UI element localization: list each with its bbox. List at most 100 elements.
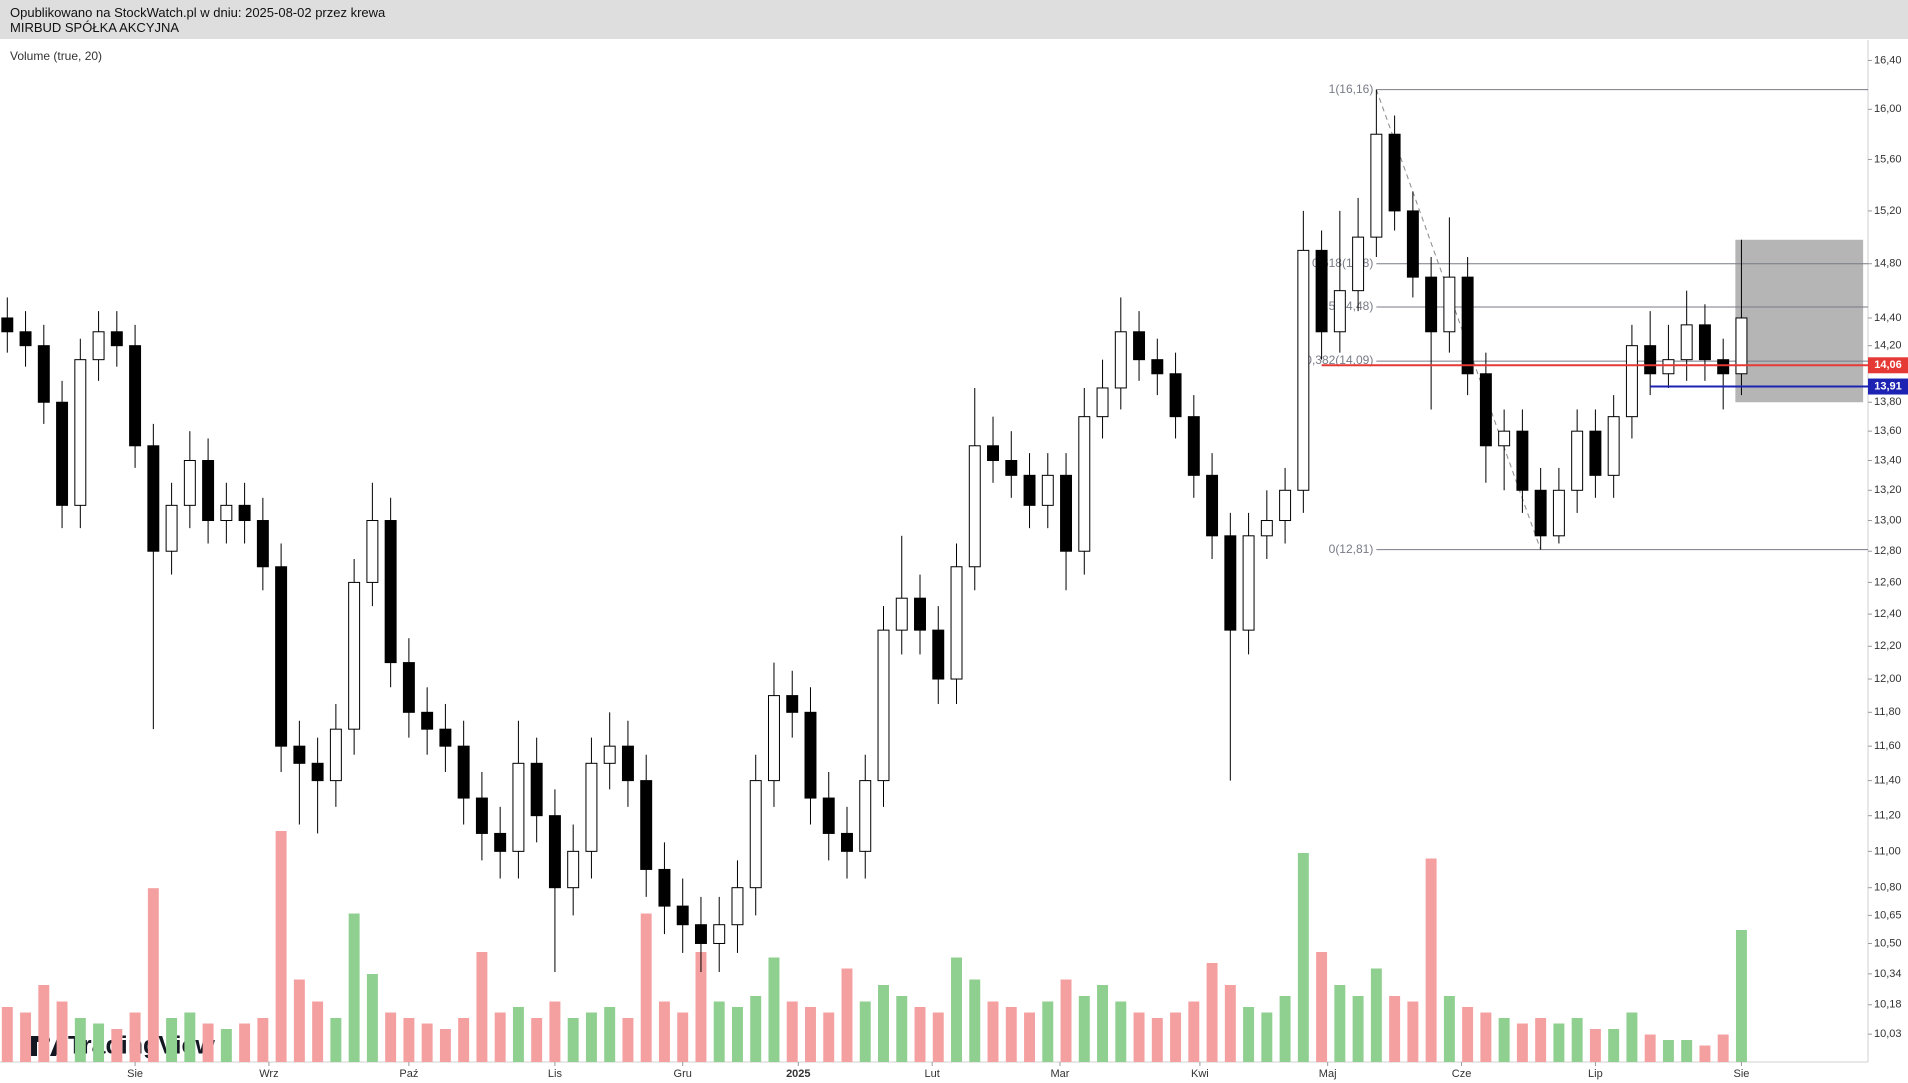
volume-bar	[1334, 985, 1346, 1062]
y-tick-label: 15,20	[1874, 205, 1902, 217]
volume-bar	[1735, 930, 1747, 1062]
header-line: Opublikowano na StockWatch.pl w dniu: 20…	[10, 5, 386, 20]
y-tick-label: 12,40	[1874, 608, 1902, 620]
candle-body	[676, 905, 689, 926]
volume-bar	[1243, 1007, 1255, 1062]
candle-body	[256, 520, 269, 568]
y-tick-label: 13,20	[1874, 484, 1902, 496]
volume-bar	[1005, 1007, 1017, 1062]
x-tick-label: Maj	[1319, 1068, 1337, 1080]
candle-body	[567, 850, 580, 889]
volume-bar	[695, 952, 707, 1062]
candle-body	[987, 445, 999, 462]
candle-body	[1607, 416, 1620, 476]
x-tick-label: Paź	[399, 1068, 418, 1080]
legend-text: Volume (true, 20)	[10, 49, 102, 63]
candle-body	[110, 331, 123, 347]
y-tick-label: 13,80	[1874, 396, 1902, 408]
y-tick-label: 11,40	[1874, 775, 1901, 787]
volume-bar	[512, 1007, 524, 1062]
candle-body	[275, 566, 288, 747]
volume-bar	[1717, 1034, 1729, 1062]
fib-label: 0,5(14,48)	[1319, 299, 1374, 313]
candle-body	[1461, 276, 1474, 375]
y-tick-label: 14,20	[1874, 340, 1902, 352]
volume-bar	[896, 996, 908, 1062]
volume-bar	[1115, 1001, 1127, 1062]
volume-bar	[987, 1001, 999, 1062]
candle-body	[1133, 331, 1146, 361]
volume-bar	[932, 1012, 944, 1062]
candle-body	[129, 345, 142, 447]
candle-body	[1260, 520, 1273, 537]
volume-bar	[1224, 985, 1236, 1062]
volume-bar	[1170, 1012, 1182, 1062]
candle-body	[56, 401, 69, 506]
price-label-box	[1868, 378, 1908, 395]
volume-bar	[111, 1029, 123, 1062]
candle-body	[1571, 430, 1584, 491]
candle-body	[19, 331, 32, 347]
candle-body	[402, 662, 415, 713]
candle-body	[1516, 430, 1529, 491]
candle-body	[1060, 474, 1073, 552]
y-tick-label: 15,60	[1874, 153, 1902, 165]
y-tick-label: 16,00	[1874, 103, 1902, 115]
candle-body	[512, 762, 525, 852]
y-tick-label: 14,80	[1874, 258, 1902, 270]
volume-bar	[1571, 1018, 1583, 1062]
y-tick-label: 10,65	[1874, 909, 1902, 921]
candle-body	[804, 711, 817, 799]
candle-body	[822, 797, 835, 834]
volume-bar	[1699, 1045, 1711, 1062]
candle-body	[238, 504, 251, 522]
volume-bar	[567, 1018, 579, 1062]
volume-bar	[658, 1001, 670, 1062]
volume-bar	[1133, 1012, 1145, 1062]
y-tick-label: 13,00	[1874, 514, 1902, 526]
volume-bar	[731, 1007, 743, 1062]
candle-body	[1, 317, 14, 333]
candle-body	[968, 445, 981, 568]
candle-body	[1279, 489, 1292, 522]
volume-bar	[1498, 1018, 1510, 1062]
candle-body	[165, 504, 178, 552]
volume-bar	[585, 1012, 597, 1062]
volume-bar	[166, 1018, 178, 1062]
candle-body	[1534, 489, 1547, 537]
volume-bar	[1553, 1023, 1565, 1062]
volume-bar	[1662, 1040, 1674, 1062]
volume-bar	[93, 1023, 105, 1062]
volume-bar	[1535, 1018, 1547, 1062]
candle-body	[348, 581, 361, 730]
y-tick-label: 12,60	[1874, 576, 1902, 588]
volume-bar	[549, 1001, 561, 1062]
y-tick-label: 12,00	[1874, 673, 1902, 685]
candle-body	[421, 711, 434, 730]
volume-bar	[1024, 1012, 1036, 1062]
volume-bar	[1589, 1029, 1601, 1062]
x-tick-label: Cze	[1452, 1068, 1472, 1080]
volume-bar	[38, 985, 50, 1062]
volume-bar	[1151, 1018, 1163, 1062]
fib-label: 0,382(14,09)	[1305, 353, 1373, 367]
candle-body	[1041, 474, 1054, 506]
volume-bar	[1261, 1012, 1273, 1062]
candle-body	[1023, 474, 1036, 506]
volume-bar	[1626, 1012, 1638, 1062]
volume-bar	[366, 974, 378, 1062]
volume-bar	[640, 913, 652, 1062]
candle-body	[841, 832, 853, 852]
candle-body	[1662, 359, 1675, 375]
candle-body	[147, 445, 160, 552]
candle-body	[767, 695, 780, 782]
y-tick-label: 10,34	[1874, 968, 1902, 980]
candle-body	[1005, 460, 1018, 476]
volume-bar	[768, 957, 780, 1062]
x-tick-label: Kwi	[1191, 1068, 1209, 1080]
volume-bar	[1297, 853, 1309, 1062]
volume-bar	[622, 1018, 634, 1062]
volume-bar	[823, 1012, 835, 1062]
volume-bar	[1608, 1029, 1620, 1062]
